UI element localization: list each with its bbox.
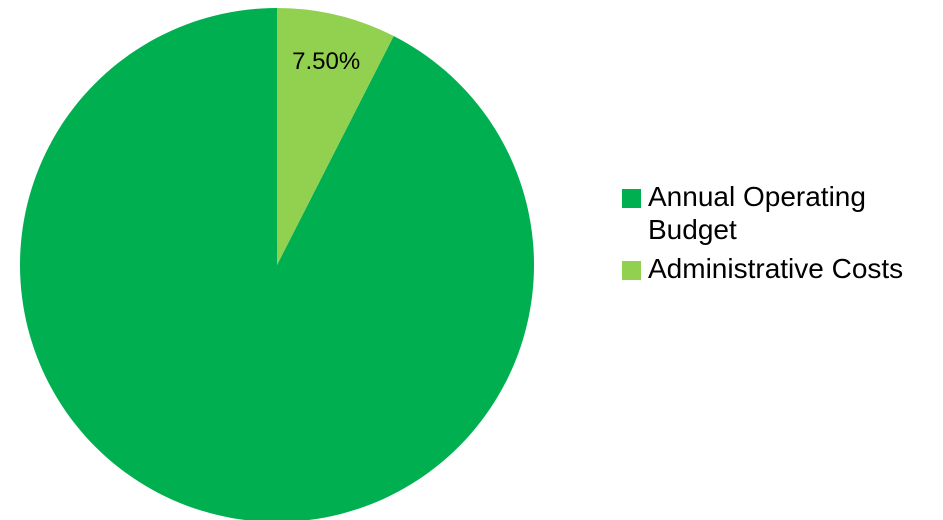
legend-item-annual-operating-budget: Annual Operating Budget xyxy=(622,180,940,246)
legend-swatch-administrative-costs xyxy=(622,261,641,280)
legend-label: Annual Operating Budget xyxy=(648,181,866,245)
legend-swatch-annual-operating-budget xyxy=(622,189,641,208)
pie-slice-annual-operating-budget xyxy=(20,8,534,520)
pie-slices xyxy=(20,8,534,520)
pie-slice-administrative-costs xyxy=(277,8,394,265)
pie-data-label: 7.50% xyxy=(292,48,360,75)
chart-legend: Annual Operating Budget Administrative C… xyxy=(622,180,940,291)
legend-label: Administrative Costs xyxy=(648,253,904,284)
pie-data-labels: 7.50% xyxy=(292,48,360,75)
legend-item-administrative-costs: Administrative Costs xyxy=(622,252,940,285)
